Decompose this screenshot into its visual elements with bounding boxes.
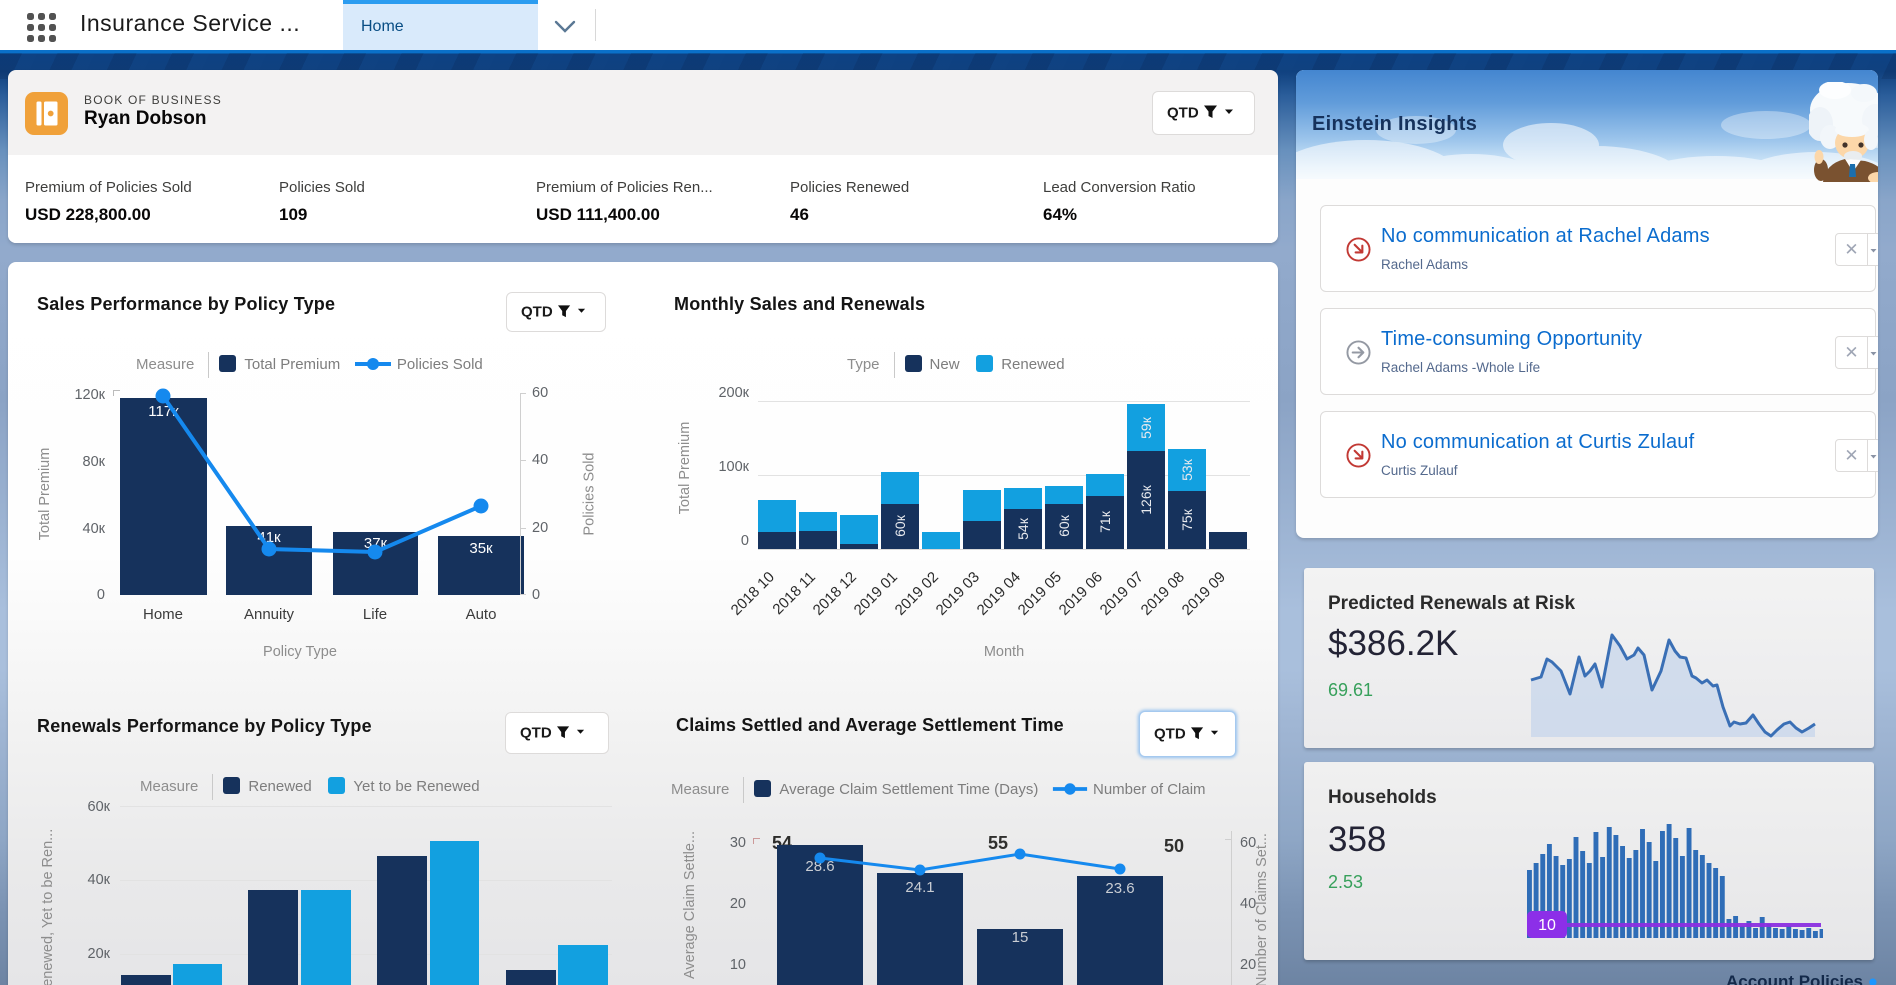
svg-text:10: 10: [1538, 917, 1556, 934]
